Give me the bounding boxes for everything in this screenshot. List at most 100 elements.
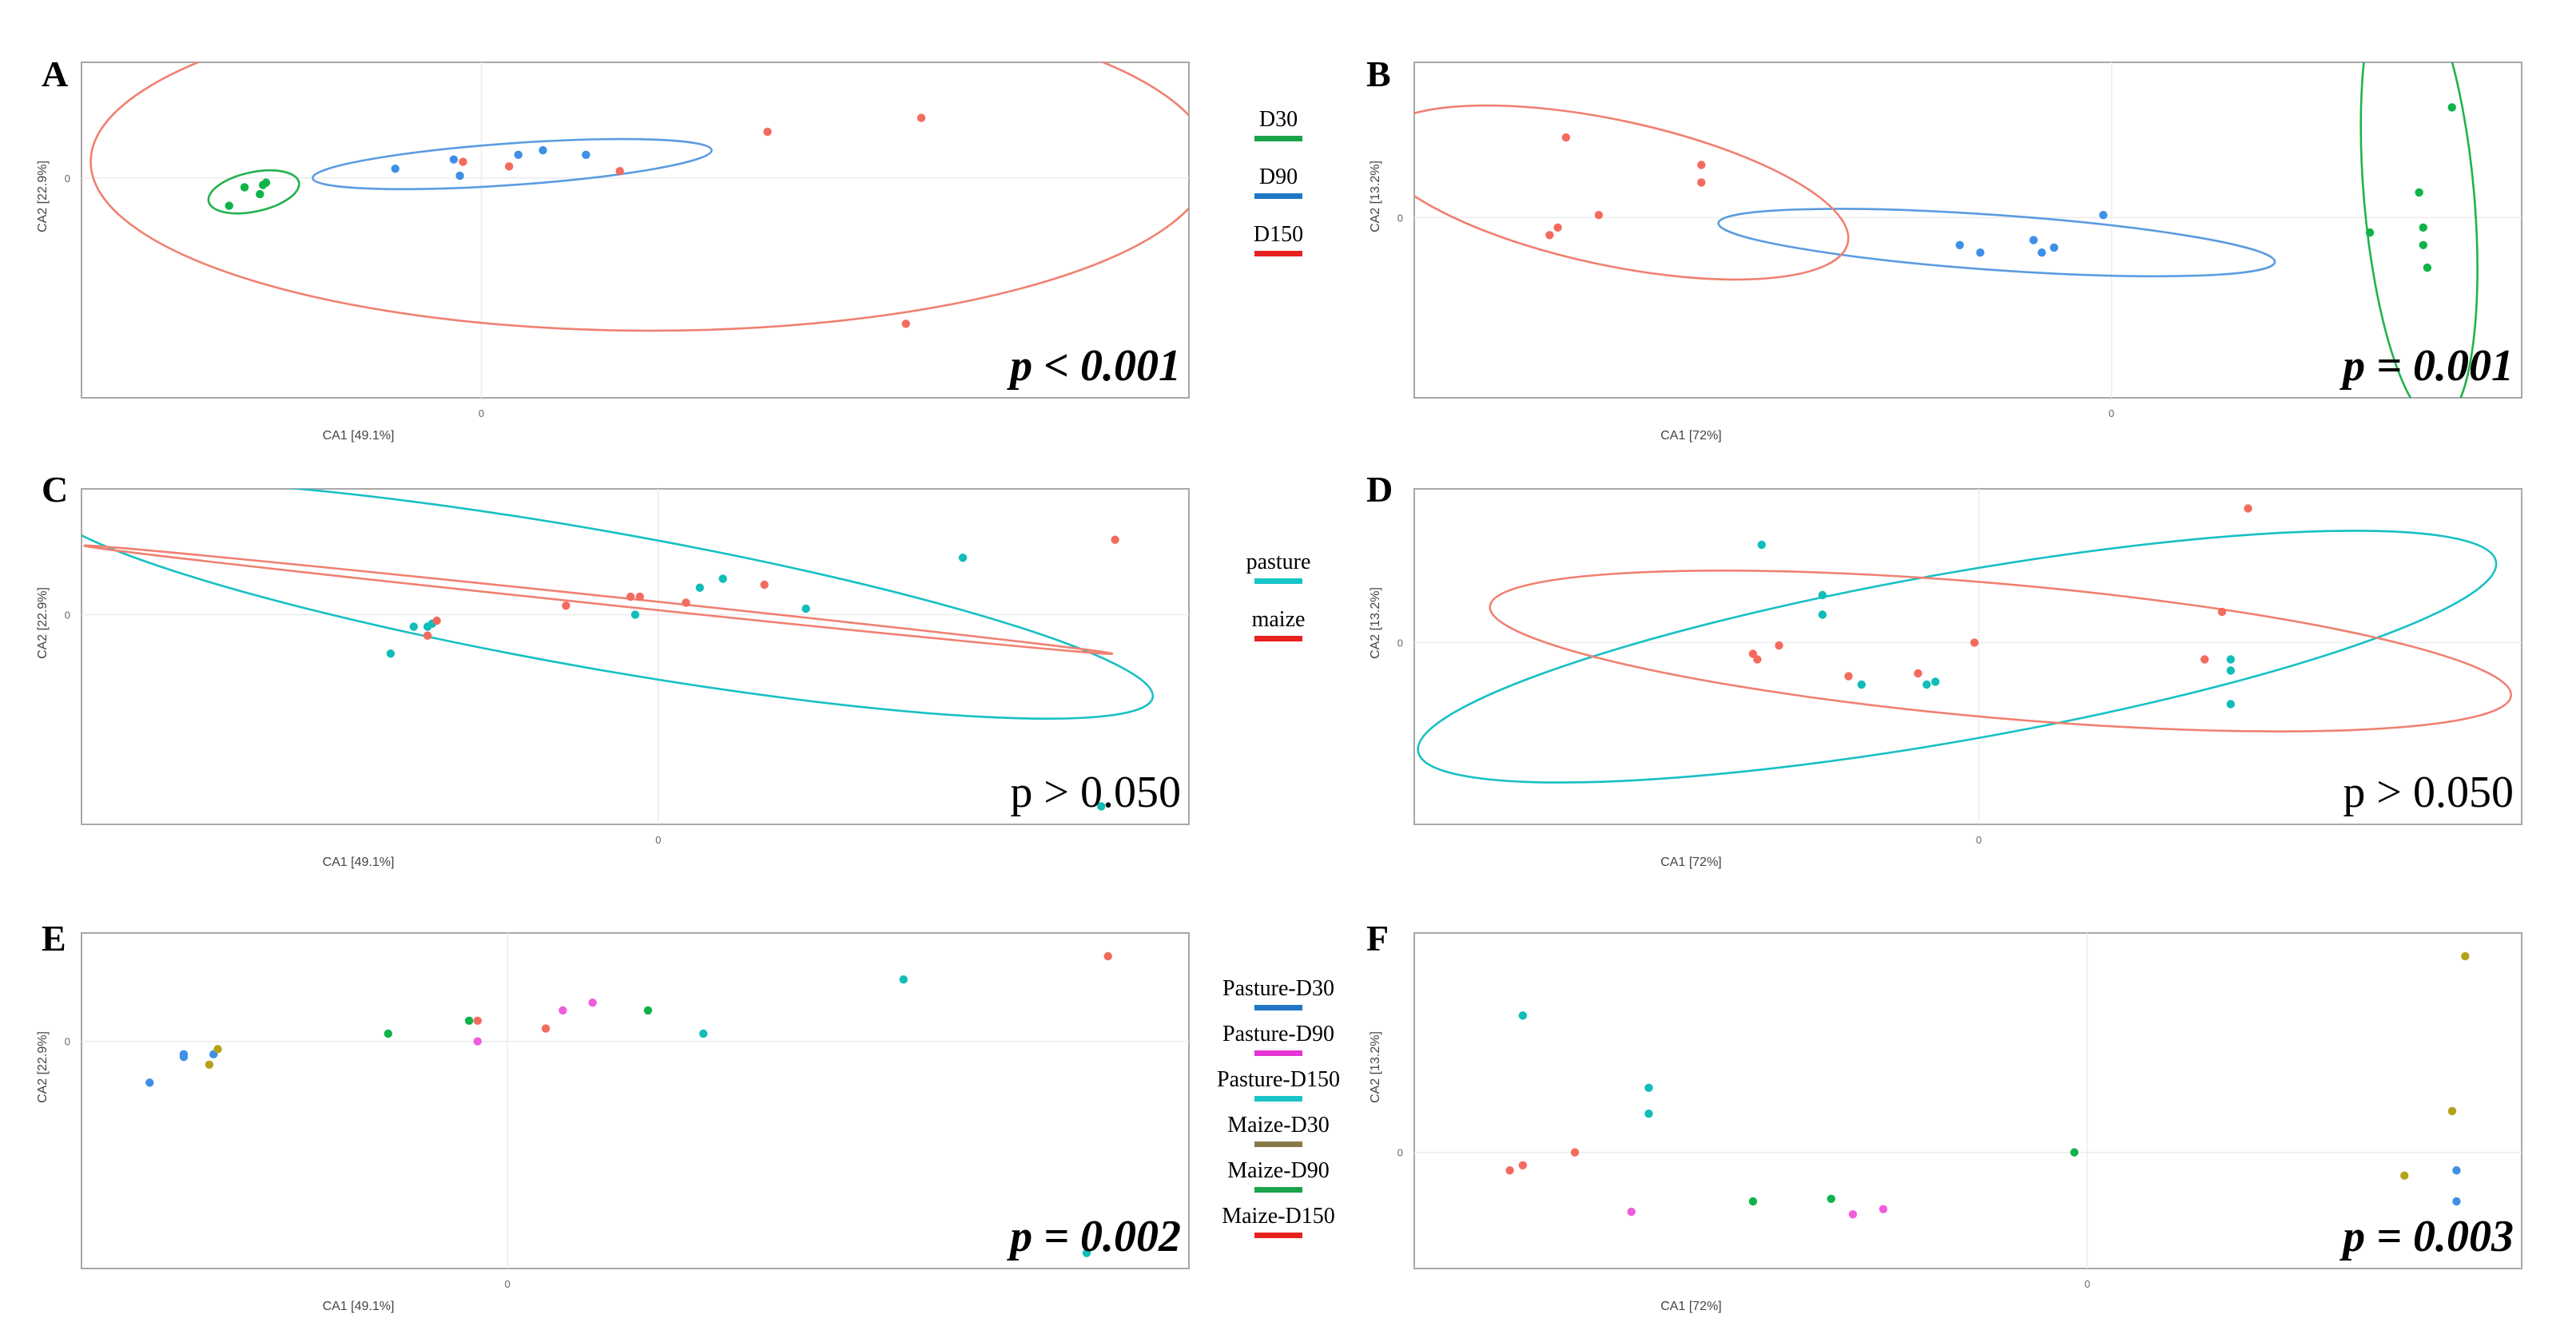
x-tick-label: 0 <box>655 834 661 846</box>
data-point-d30 <box>225 201 233 210</box>
data-point-maize-d150 <box>1505 1166 1514 1175</box>
data-point-pasture-d150 <box>1644 1109 1653 1118</box>
data-point-maize-d30 <box>2447 1106 2457 1116</box>
x-tick-label: 0 <box>2085 1278 2090 1290</box>
data-point-maize <box>635 592 644 601</box>
plot-frame <box>1413 62 2522 399</box>
data-point-d90 <box>1955 240 1964 250</box>
data-point-d150 <box>1697 178 1706 187</box>
x-tick-label: 0 <box>504 1278 510 1290</box>
data-point-d150 <box>1594 210 1604 220</box>
x-tick-label: 0 <box>479 407 484 419</box>
data-point-d30 <box>261 178 271 187</box>
legend-day: D30 D90 D150 <box>1254 107 1303 256</box>
panel-a: 0 0 CA1 [49.1%] CA2 [22.9%] p < 0.001 A <box>36 54 1190 443</box>
data-point-maize-d90 <box>1748 1197 1758 1206</box>
series-maize-d150 <box>1505 1148 1580 1175</box>
data-point-maize <box>1775 641 1783 650</box>
data-point-maize <box>423 631 432 640</box>
legend-swatch-pasture-d30 <box>1254 1005 1302 1010</box>
panel-letter: E <box>42 918 66 959</box>
confidence-ellipse-d90 <box>312 137 713 191</box>
series-d30 <box>225 178 271 210</box>
confidence-ellipse-pasture <box>81 489 1155 720</box>
data-point-d90 <box>514 150 523 160</box>
y-axis-label: CA2 [13.2%] <box>1369 161 1382 232</box>
y-tick-label: 0 <box>1397 1147 1403 1159</box>
data-point-maize-d90 <box>384 1029 393 1038</box>
data-point-pasture <box>630 610 640 619</box>
data-point-maize-d90 <box>2069 1148 2079 1157</box>
panel-letter: F <box>1366 918 1389 959</box>
data-point-pasture <box>718 574 727 583</box>
plot-area <box>81 489 1155 811</box>
confidence-ellipse-d90 <box>1717 208 2276 278</box>
data-point-pasture <box>1097 802 1106 811</box>
data-point-d30 <box>2415 188 2423 197</box>
y-axis-label: CA2 [22.9%] <box>36 161 50 232</box>
data-point-maize-d90 <box>1827 1194 1835 1203</box>
data-point-maize <box>682 598 690 607</box>
x-axis-label: CA1 [72%] <box>1660 1300 1721 1313</box>
data-point-pasture-d90 <box>473 1037 482 1046</box>
data-point-d150 <box>1697 161 1706 169</box>
data-point-pasture <box>409 622 418 631</box>
data-point-pasture <box>1818 610 1827 619</box>
p-value-label: p = 0.003 <box>2339 1212 2514 1261</box>
data-point-pasture-d90 <box>1627 1207 1636 1217</box>
legend-swatch-pasture <box>1254 578 1302 584</box>
data-point-d90 <box>391 165 400 173</box>
legend-label-pasture-d90: Pasture-D90 <box>1222 1022 1334 1046</box>
y-tick-label: 0 <box>65 609 70 621</box>
legend-label-d30: D30 <box>1259 107 1298 132</box>
y-tick-label: 0 <box>65 173 70 185</box>
y-axis-label: CA2 [22.9%] <box>36 587 50 659</box>
series-maize <box>423 535 1119 640</box>
series-d90 <box>1955 210 2108 257</box>
confidence-ellipse-maize <box>1489 570 2513 733</box>
panel-letter: D <box>1366 469 1393 510</box>
data-point-pasture-d30 <box>2452 1166 2461 1175</box>
series-maize-d30 <box>205 1045 222 1069</box>
data-point-d150 <box>459 157 467 166</box>
data-point-d90 <box>2029 236 2038 244</box>
data-point-pasture <box>801 604 810 613</box>
data-point-pasture-d150 <box>1644 1083 1653 1093</box>
series-d150 <box>459 113 926 328</box>
data-point-maize-d90 <box>464 1016 474 1026</box>
legend-swatch-maize-d30 <box>1254 1141 1302 1147</box>
legend-swatch-d150 <box>1254 251 1302 256</box>
series-d90 <box>391 145 590 181</box>
series-maize-d30 <box>2400 951 2470 1180</box>
data-point-maize-d30 <box>213 1045 222 1054</box>
legend-label-pasture-d150: Pasture-D150 <box>1217 1067 1340 1092</box>
data-point-d90 <box>539 145 547 155</box>
legend-swatch-maize-d150 <box>1254 1233 1302 1238</box>
data-point-d90 <box>2049 243 2058 252</box>
plot-area <box>1414 62 2479 398</box>
data-point-pasture <box>386 649 396 658</box>
data-point-maize <box>626 592 635 601</box>
data-point-d30 <box>2419 223 2427 232</box>
y-axis-label: CA2 [13.2%] <box>1369 587 1382 659</box>
data-point-pasture <box>958 554 968 562</box>
data-point-maize <box>562 601 570 610</box>
data-point-d150 <box>1553 223 1562 232</box>
data-point-pasture <box>1818 590 1827 600</box>
legend-swatch-pasture-d150 <box>1254 1096 1302 1102</box>
data-point-d90 <box>449 155 459 164</box>
legends-layer: D30D90D150pasturemaizePasture-D30Pasture… <box>1217 107 1340 1238</box>
data-point-d150 <box>504 162 514 171</box>
x-axis-label: CA1 [72%] <box>1660 429 1721 443</box>
data-point-pasture <box>695 583 705 592</box>
legend-label-pasture: pasture <box>1246 550 1311 574</box>
plot-area <box>145 951 1112 1257</box>
confidence-ellipse-d150 <box>89 62 1189 332</box>
panel-letter: B <box>1366 54 1391 94</box>
series-pasture-d30 <box>2452 1166 2461 1206</box>
series-pasture <box>1757 540 2236 709</box>
data-point-d90 <box>582 150 590 160</box>
plot-frame <box>1413 488 2522 825</box>
series-maize <box>1748 504 2252 681</box>
series-pasture-d150 <box>1518 1011 1653 1118</box>
